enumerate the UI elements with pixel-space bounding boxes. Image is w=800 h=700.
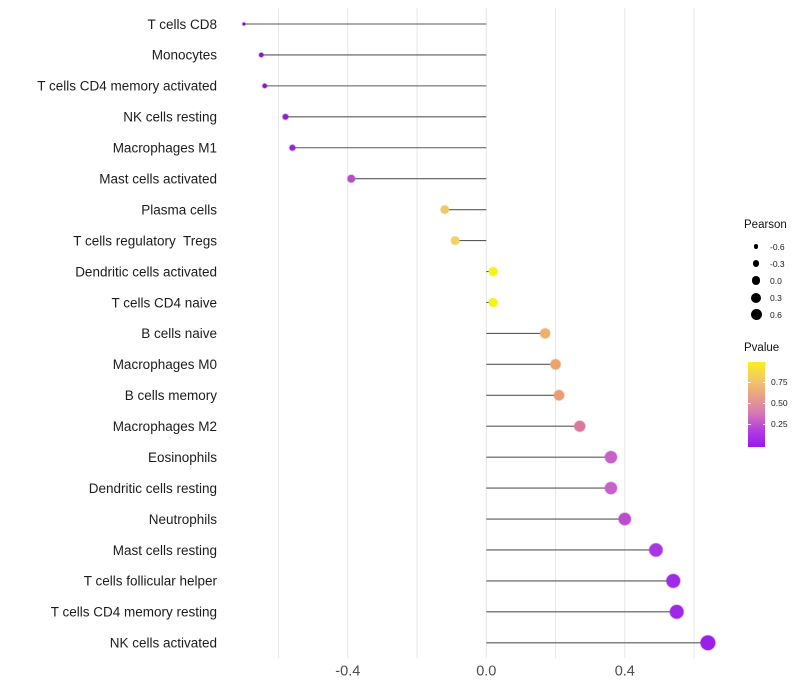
category-label: B cells memory: [125, 388, 218, 403]
data-point: [549, 358, 562, 371]
data-point: [604, 450, 618, 464]
size-legend-dot-wrap: [744, 276, 768, 285]
data-point: [604, 481, 618, 495]
pvalue-tick-mark: [762, 382, 765, 383]
category-label: NK cells resting: [123, 110, 217, 125]
color-legend-title: Pvalue: [744, 342, 780, 354]
data-point: [553, 389, 565, 402]
size-legend-entry: -0.6: [744, 238, 800, 255]
category-label: Plasma cells: [141, 202, 217, 217]
pvalue-tick-mark: [748, 403, 751, 404]
category-label: T cells follicular helper: [84, 574, 218, 589]
size-legend-dot-wrap: [744, 292, 768, 303]
size-legend-entry-label: 0.3: [770, 292, 782, 303]
data-point: [573, 420, 586, 433]
pvalue-colorbar: [748, 362, 765, 447]
category-label: B cells naive: [141, 326, 217, 341]
category-label: T cells CD8: [147, 17, 217, 32]
size-legend-entry-label: 0.6: [770, 309, 782, 320]
data-point: [617, 512, 632, 526]
x-tick-label: 0.4: [615, 664, 635, 680]
data-point: [665, 573, 681, 589]
pvalue-colorbar-wrap: 0.75 0.50 0.25: [744, 362, 800, 457]
category-label: Monocytes: [152, 48, 218, 63]
category-label: T cells regulatory Tregs: [73, 233, 217, 248]
size-legend-entries: -0.6 -0.3 0.0 0.3 0.6: [744, 238, 800, 323]
size-legend-entry: 0.6: [744, 306, 800, 323]
data-point: [699, 634, 717, 651]
pvalue-tick-label: 0.50: [771, 398, 788, 408]
size-legend-entry: -0.3: [744, 255, 800, 272]
category-label: Macrophages M2: [113, 419, 217, 434]
category-label: Dendritic cells activated: [75, 264, 217, 279]
pvalue-tick-mark: [762, 403, 765, 404]
category-label: Macrophages M0: [113, 357, 217, 372]
pvalue-tick-mark: [748, 382, 751, 383]
category-label: NK cells activated: [110, 636, 217, 651]
size-legend-dot-icon: [753, 244, 759, 249]
size-legend-entry: 0.3: [744, 289, 800, 306]
size-legend-entry: 0.0: [744, 272, 800, 289]
size-legend-entry-label: 0.0: [770, 275, 782, 286]
size-legend-dot-icon: [750, 309, 762, 320]
legend: Pearson -0.6 -0.3 0.0 0.3 0.6 Pvalue 0.75 0.5…: [744, 219, 800, 457]
data-point: [648, 542, 664, 558]
size-legend-dot-icon: [751, 292, 761, 303]
pvalue-tick-label: 0.75: [771, 377, 788, 387]
data-point: [450, 235, 461, 246]
size-legend-entry-label: -0.6: [770, 241, 785, 252]
x-tick-label: 0.0: [476, 664, 496, 680]
data-point: [261, 82, 268, 89]
category-label: Mast cells resting: [113, 543, 217, 558]
pvalue-tick-label: 0.25: [771, 419, 788, 429]
data-point: [488, 266, 499, 277]
category-label: Macrophages M1: [113, 141, 217, 156]
category-label: T cells CD4 memory resting: [51, 605, 217, 620]
category-label: Neutrophils: [149, 512, 218, 527]
category-label: Mast cells activated: [99, 172, 217, 187]
category-label: T cells CD4 naive: [111, 295, 217, 310]
size-legend-dot-wrap: [744, 260, 768, 267]
data-point: [288, 144, 297, 152]
data-point: [488, 297, 499, 308]
size-legend-title: Pearson: [744, 219, 787, 231]
data-point: [539, 327, 551, 340]
category-label: Dendritic cells resting: [89, 481, 217, 496]
data-point: [241, 21, 247, 27]
data-point: [346, 174, 356, 184]
size-legend-dot-wrap: [744, 244, 768, 249]
category-label: Eosinophils: [148, 450, 217, 465]
size-legend-dot-icon: [751, 276, 761, 285]
pvalue-tick-mark: [748, 424, 751, 425]
data-point: [669, 604, 685, 620]
data-point: [281, 113, 290, 121]
x-tick-label: -0.4: [335, 664, 360, 680]
size-legend-entry-label: -0.3: [770, 258, 785, 269]
size-legend-dot-wrap: [744, 309, 768, 320]
size-legend-dot-icon: [752, 260, 760, 267]
data-point: [439, 204, 450, 215]
pvalue-tick-mark: [762, 424, 765, 425]
data-point: [258, 51, 265, 58]
category-label: T cells CD4 memory activated: [37, 79, 217, 94]
